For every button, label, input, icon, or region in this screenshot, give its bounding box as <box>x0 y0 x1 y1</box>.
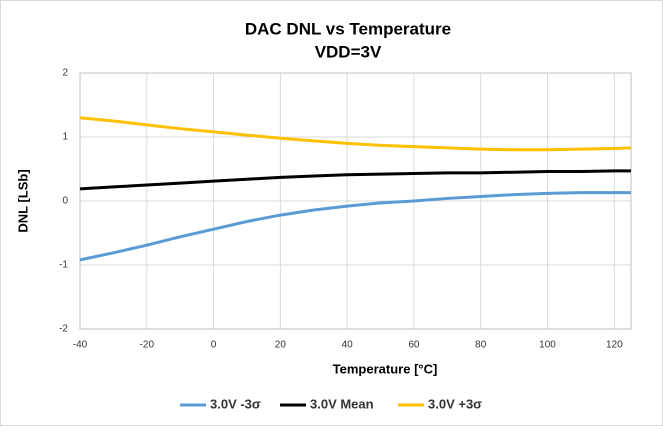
series-line <box>79 116 632 152</box>
x-tick-label: -40 <box>73 340 88 351</box>
chart-subtitle: VDD=3V <box>315 42 382 61</box>
y-tick-label: -1 <box>59 260 68 271</box>
y-tick-label: 0 <box>62 196 68 207</box>
x-tick-label: 40 <box>342 340 354 351</box>
legend-label: 3.0V Mean <box>310 396 374 411</box>
x-axis-label: Temperature [°C] <box>333 361 438 376</box>
x-tick-label: 80 <box>475 340 487 351</box>
x-tick-label: -20 <box>140 340 155 351</box>
y-tick-label: 2 <box>62 68 68 79</box>
legend-label: 3.0V +3σ <box>428 396 482 411</box>
y-tick-label: -2 <box>59 324 68 335</box>
series-line <box>79 169 631 191</box>
series-line <box>79 191 631 262</box>
legend-label: 3.0V -3σ <box>210 396 261 411</box>
y-axis-label: DNL [LSb] <box>15 169 30 232</box>
y-tick-label: 1 <box>62 132 68 143</box>
plot-border <box>79 72 632 330</box>
x-tick-label: 20 <box>275 340 287 351</box>
x-tick-label: 100 <box>539 340 556 351</box>
x-tick-label: 120 <box>606 340 623 351</box>
chart-title: DAC DNL vs Temperature <box>245 19 451 38</box>
x-tick-label: 60 <box>408 340 420 351</box>
x-tick-label: 0 <box>211 340 217 351</box>
